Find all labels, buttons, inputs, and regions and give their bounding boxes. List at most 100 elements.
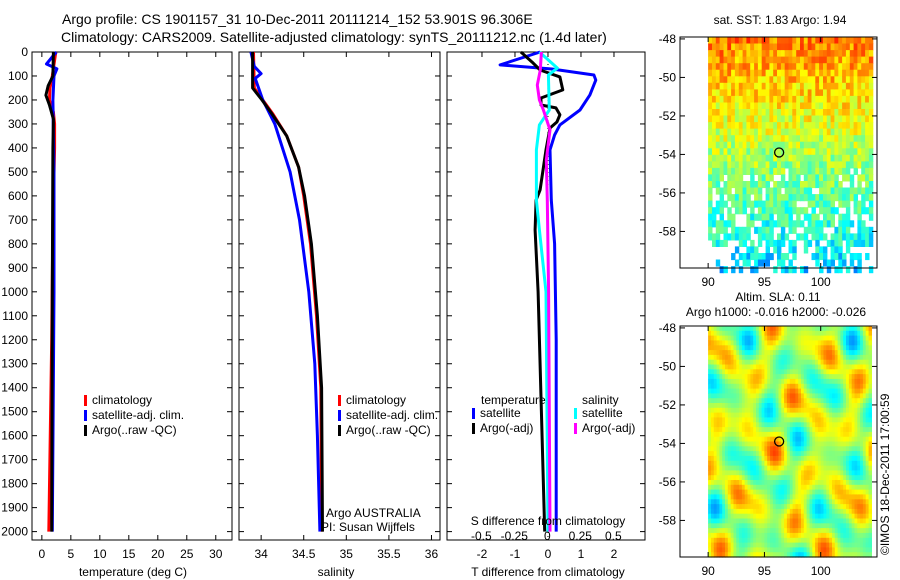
- sla-cell: [834, 374, 839, 380]
- sla-cell: [809, 494, 813, 500]
- sla-cell: [820, 364, 825, 370]
- sla-cell: [719, 345, 723, 351]
- diff-sal-legend-label: Argo(-adj): [582, 421, 635, 435]
- sst-cell: [807, 95, 813, 103]
- sla-cell: [832, 475, 836, 481]
- sla-cell: [758, 374, 763, 380]
- sla-cell: [829, 499, 833, 505]
- sla-cell: [834, 398, 839, 404]
- sst-cell: [834, 135, 839, 143]
- sst-cell: [807, 220, 813, 228]
- sla-cell: [834, 504, 839, 510]
- sla-cell: [789, 475, 794, 481]
- sla-cell: [747, 393, 751, 399]
- sla-cell: [716, 455, 720, 462]
- sla-cell: [851, 518, 856, 524]
- sst-cell: [853, 148, 858, 156]
- sla-cell: [837, 542, 841, 548]
- sla-cell: [846, 354, 850, 361]
- sst-cell: [826, 128, 832, 136]
- sst-cell: [750, 174, 755, 182]
- sla-cell: [730, 335, 735, 341]
- sst-cell: [865, 194, 870, 202]
- sla-cell: [739, 484, 743, 491]
- sst-cell: [757, 141, 763, 149]
- sla-cell: [716, 422, 720, 428]
- sla-cell: [778, 465, 782, 471]
- sla-cell: [767, 475, 771, 481]
- sst-cell: [842, 194, 847, 202]
- sla-cell: [809, 407, 813, 414]
- sst-cell: [750, 266, 755, 274]
- sla-cell: [795, 537, 799, 544]
- sla-cell: [840, 340, 844, 346]
- sla-cell: [716, 326, 720, 332]
- sla-cell: [730, 374, 735, 380]
- sla-cell: [803, 369, 808, 375]
- sst-cell: [803, 154, 809, 162]
- sla-cell: [767, 508, 771, 515]
- sst-cell: [712, 148, 717, 156]
- sla-cell: [741, 393, 746, 399]
- sal-legend-label: climatology: [346, 393, 406, 407]
- sla-cell: [770, 446, 774, 452]
- sla-cell: [770, 326, 774, 332]
- sst-cell: [819, 246, 824, 254]
- sst-cell: [788, 43, 793, 51]
- sst-cell: [845, 128, 851, 136]
- sst-cell: [788, 89, 793, 97]
- copyright-label: ©IMOS 18-Dec-2011 17:00:59: [878, 393, 892, 555]
- sst-cell: [838, 259, 843, 267]
- sla-cell: [798, 547, 802, 553]
- sst-cell: [792, 95, 797, 103]
- sla-cell: [725, 513, 729, 520]
- sst-cell: [868, 89, 874, 97]
- sst-cell: [830, 161, 835, 169]
- sla-cell: [832, 460, 836, 467]
- sla-cell: [747, 523, 751, 529]
- sla-cell: [840, 547, 844, 553]
- sla-cell: [716, 345, 720, 351]
- sla-cell: [727, 523, 732, 529]
- sst-xtick-label: 100: [811, 275, 831, 289]
- sla-cell: [784, 537, 788, 544]
- sla-cell: [778, 513, 782, 520]
- sst-cell: [830, 43, 835, 51]
- sla-cell: [719, 417, 723, 423]
- sla-cell: [781, 422, 785, 428]
- sla-cell: [753, 340, 757, 346]
- sla-cell: [843, 412, 847, 418]
- sla-cell: [741, 518, 746, 524]
- sst-cell: [792, 141, 797, 149]
- sst-cell: [754, 181, 759, 189]
- sst-cell: [868, 37, 874, 45]
- sla-cell: [761, 542, 765, 548]
- sla-cell: [708, 374, 712, 380]
- sla-cell: [756, 398, 760, 404]
- sst-cell: [800, 122, 805, 130]
- sla-cell: [851, 330, 856, 337]
- sst-cell: [800, 148, 805, 156]
- sla-cell: [820, 518, 825, 524]
- sla-cell: [781, 326, 785, 332]
- sla-cell: [868, 354, 872, 361]
- sla-cell: [857, 494, 861, 500]
- sst-cell: [754, 266, 759, 274]
- sst-cell: [857, 148, 862, 156]
- sst-cell: [773, 246, 778, 254]
- sla-cell: [764, 508, 768, 515]
- sst-cell: [757, 187, 763, 195]
- sst-cell: [742, 181, 747, 189]
- sla-cell: [848, 537, 853, 544]
- sst-cell: [861, 239, 866, 247]
- sst-cell: [800, 43, 805, 51]
- sla-cell: [826, 345, 830, 351]
- sla-cell: [739, 499, 743, 505]
- sla-cell: [860, 436, 864, 443]
- sst-cell: [719, 213, 724, 221]
- sla-cell: [826, 335, 830, 341]
- sst-cell: [754, 200, 759, 208]
- sla-cell: [727, 417, 732, 423]
- sst-cell: [868, 122, 874, 130]
- sla-cell: [736, 422, 740, 428]
